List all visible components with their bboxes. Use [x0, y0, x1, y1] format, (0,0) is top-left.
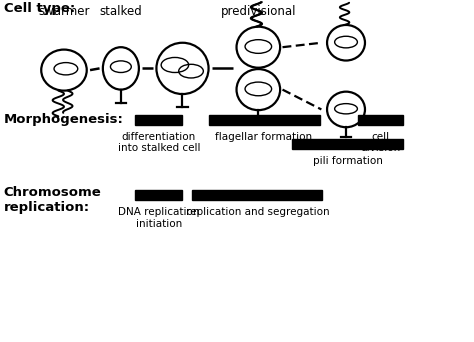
Text: replication and segregation: replication and segregation — [185, 207, 329, 217]
Text: pili formation: pili formation — [312, 156, 383, 166]
Text: stalked: stalked — [100, 5, 142, 18]
Bar — [358, 115, 403, 125]
Text: cell
division: cell division — [361, 132, 401, 153]
Text: Morphogenesis:: Morphogenesis: — [4, 113, 124, 126]
Text: DNA replication
initiation: DNA replication initiation — [118, 207, 200, 228]
Bar — [209, 115, 320, 125]
Text: flagellar formation: flagellar formation — [216, 132, 312, 142]
Text: differentiation
into stalked cell: differentiation into stalked cell — [118, 132, 200, 153]
Text: Cell type:: Cell type: — [4, 2, 75, 15]
Bar — [135, 115, 182, 125]
Text: Chromosome
replication:: Chromosome replication: — [4, 186, 101, 214]
Text: swarmer: swarmer — [38, 5, 90, 18]
Bar — [135, 190, 182, 200]
Text: predivisional: predivisional — [220, 5, 296, 18]
Bar — [192, 190, 322, 200]
Bar — [292, 139, 403, 149]
